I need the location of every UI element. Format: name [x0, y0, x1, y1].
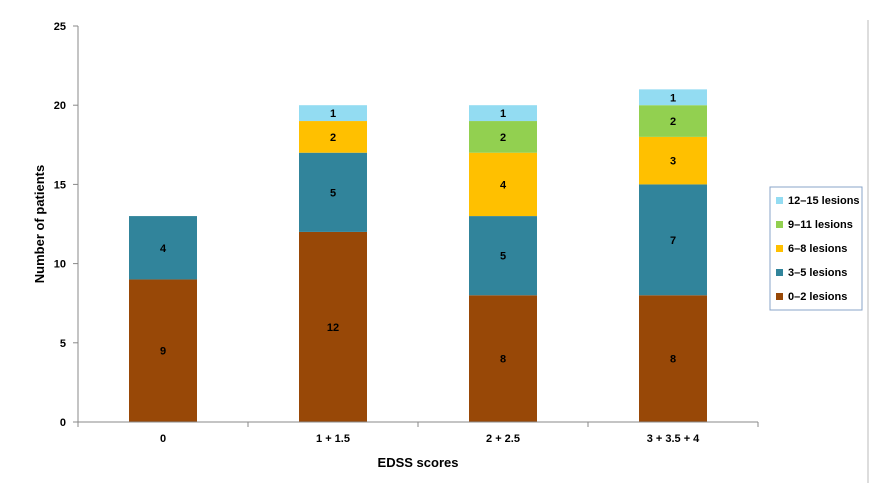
bar-data-label: 8 — [670, 354, 676, 366]
y-tick-label: 0 — [60, 417, 66, 429]
bar-data-label: 5 — [330, 187, 336, 199]
legend-label: 12–15 lesions — [788, 195, 860, 207]
bar-segment — [299, 152, 367, 232]
bar-data-label: 1 — [500, 108, 506, 120]
legend-swatch — [776, 245, 783, 252]
bar-data-label: 3 — [670, 156, 676, 168]
y-tick-label: 5 — [60, 338, 66, 350]
x-tick-label: 3 + 3.5 + 4 — [647, 433, 700, 445]
bar-data-label: 1 — [670, 92, 676, 104]
bar-segment — [129, 279, 197, 422]
legend: 12–15 lesions 9–11 lesions 6–8 lesions 3–5 … — [769, 186, 863, 311]
legend-swatch — [776, 269, 783, 276]
bar-segment — [469, 216, 537, 296]
x-axis-title: EDSS scores — [378, 455, 459, 470]
bar-data-label: 8 — [500, 354, 506, 366]
bar-segment — [639, 89, 707, 106]
legend-label: 9–11 lesions — [788, 219, 853, 231]
bar-data-label: 12 — [327, 322, 339, 334]
bar-segment — [469, 295, 537, 422]
bar-data-label: 9 — [160, 346, 166, 358]
bar-segment — [639, 295, 707, 422]
bar-segment — [299, 105, 367, 122]
bar-segment — [129, 216, 197, 280]
chart-marks: 9 4 12 5 2 1 8 5 4 2 1 8 7 3 2 1 — [129, 89, 707, 422]
bar-data-label: 7 — [670, 235, 676, 247]
bar-segment — [299, 231, 367, 422]
bar-data-label: 2 — [670, 116, 676, 128]
bar-segment — [639, 105, 707, 137]
legend-label: 6–8 lesions — [788, 243, 847, 255]
legend-box — [769, 186, 863, 311]
y-tick-label: 20 — [54, 100, 66, 112]
x-tick-label: 1 + 1.5 — [316, 433, 350, 445]
bar-segment — [639, 136, 707, 185]
bar-segment — [469, 152, 537, 217]
bar-segment — [639, 184, 707, 296]
legend-label: 0–2 lesions — [788, 291, 847, 303]
bar-data-label: 5 — [500, 251, 506, 263]
bar-segment — [469, 121, 537, 153]
bar-segment — [469, 105, 537, 122]
legend-label: 3–5 lesions — [788, 267, 847, 279]
y-tick-label: 10 — [54, 259, 66, 271]
bar-data-label: 4 — [500, 179, 507, 191]
bar-data-label: 4 — [160, 243, 167, 255]
bar-data-label: 1 — [330, 108, 336, 120]
bar-segment — [299, 121, 367, 153]
x-tick-label: 0 — [160, 433, 166, 445]
bar-data-label: 2 — [330, 132, 336, 144]
legend-swatch — [776, 221, 783, 228]
legend-swatch — [776, 197, 783, 204]
y-axis-title: Number of patients — [32, 165, 47, 283]
bar-data-label: 2 — [500, 132, 506, 144]
legend-swatch — [776, 293, 783, 300]
y-tick-label: 15 — [54, 179, 66, 191]
y-tick-label: 25 — [54, 21, 66, 33]
x-tick-label: 2 + 2.5 — [486, 433, 520, 445]
